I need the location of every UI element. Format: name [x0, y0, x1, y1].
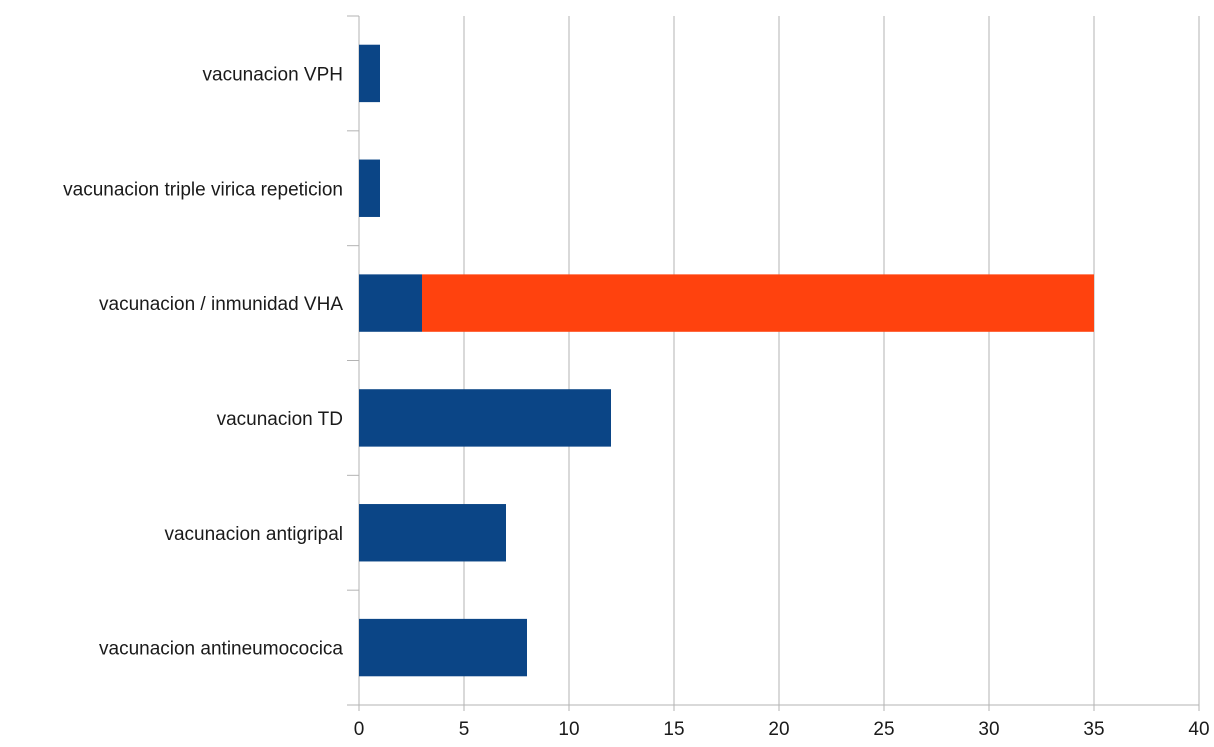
- x-tick-label: 25: [873, 719, 894, 740]
- category-label: vacunacion antineumococica: [99, 639, 343, 660]
- axes: [347, 15, 1200, 711]
- x-tick-label: 20: [768, 719, 789, 740]
- bar: [359, 618, 527, 677]
- category-label: vacunacion / inmunidad VHA: [99, 294, 343, 315]
- x-tick-label: 10: [558, 719, 579, 740]
- bars: [359, 44, 1094, 677]
- bar: [359, 159, 380, 217]
- category-label: vacunacion triple virica repeticion: [63, 179, 343, 200]
- category-label: vacunacion VPH: [203, 64, 343, 85]
- x-tick-label: 0: [354, 719, 365, 740]
- x-tick-label: 35: [1083, 719, 1104, 740]
- bar: [359, 44, 380, 103]
- category-label: vacunacion antigripal: [164, 524, 343, 545]
- bar: [359, 274, 422, 332]
- bar: [359, 504, 506, 562]
- x-tick-label: 15: [663, 719, 684, 740]
- gridlines: [463, 16, 1200, 705]
- category-labels: vacunacion VPH vacunacion triple virica r…: [63, 64, 343, 659]
- x-tick-label: 5: [459, 719, 470, 740]
- bar: [422, 274, 1094, 332]
- category-label: vacunacion TD: [217, 409, 343, 430]
- bar: [359, 389, 611, 447]
- x-tick-labels: 0 5 10 15 20 25 30 35 40: [354, 719, 1210, 740]
- x-tick-label: 30: [978, 719, 999, 740]
- x-tick-label: 40: [1188, 719, 1209, 740]
